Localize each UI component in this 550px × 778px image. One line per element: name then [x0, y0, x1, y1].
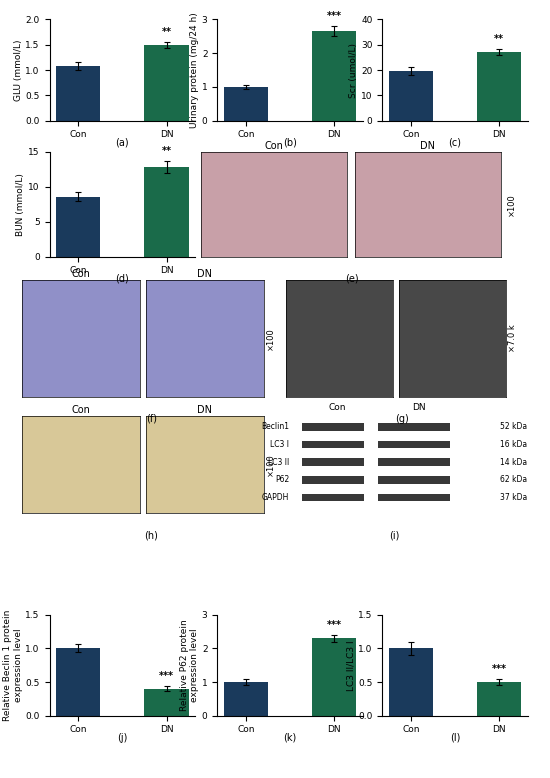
- Bar: [145, 167, 189, 257]
- Text: ×100: ×100: [507, 193, 516, 216]
- Bar: [145, 45, 189, 121]
- FancyBboxPatch shape: [302, 423, 364, 430]
- Text: (l): (l): [450, 733, 460, 743]
- Bar: [389, 72, 433, 121]
- Text: Con: Con: [328, 403, 345, 412]
- Text: (c): (c): [449, 138, 461, 148]
- Title: Con: Con: [330, 269, 349, 279]
- Text: ***: ***: [327, 11, 342, 21]
- Text: 16 kDa: 16 kDa: [500, 440, 527, 449]
- Text: (i): (i): [389, 531, 400, 541]
- FancyBboxPatch shape: [302, 458, 364, 466]
- FancyBboxPatch shape: [378, 494, 450, 501]
- Text: 37 kDa: 37 kDa: [500, 493, 527, 502]
- Bar: [389, 648, 433, 716]
- Text: ***: ***: [492, 664, 507, 675]
- Text: (a): (a): [116, 138, 129, 148]
- Bar: [56, 66, 100, 121]
- FancyBboxPatch shape: [378, 423, 450, 430]
- Bar: [145, 689, 189, 716]
- Text: ***: ***: [327, 620, 342, 630]
- Bar: [477, 682, 521, 716]
- Title: DN: DN: [197, 269, 212, 279]
- Text: (h): (h): [144, 531, 158, 541]
- FancyBboxPatch shape: [302, 494, 364, 501]
- Y-axis label: GLU (mmol/L): GLU (mmol/L): [14, 39, 23, 101]
- Text: ×100: ×100: [266, 327, 275, 350]
- Y-axis label: LC3 II/LC3 I: LC3 II/LC3 I: [346, 640, 355, 691]
- Title: DN: DN: [197, 405, 212, 415]
- Text: ×100: ×100: [266, 454, 275, 476]
- Y-axis label: Relative Beclin 1 protein
expression level: Relative Beclin 1 protein expression lev…: [3, 609, 23, 721]
- Title: DN: DN: [445, 269, 460, 279]
- Text: (g): (g): [395, 414, 408, 424]
- Text: DN: DN: [412, 403, 426, 412]
- Text: GAPDH: GAPDH: [262, 493, 289, 502]
- Text: 52 kDa: 52 kDa: [500, 422, 527, 431]
- Title: Con: Con: [72, 269, 91, 279]
- Text: **: **: [162, 145, 172, 156]
- FancyBboxPatch shape: [378, 441, 450, 448]
- Text: 62 kDa: 62 kDa: [500, 475, 527, 485]
- Title: DN: DN: [420, 141, 435, 151]
- Y-axis label: Urinary protein (mg/24 h): Urinary protein (mg/24 h): [190, 12, 199, 128]
- FancyBboxPatch shape: [378, 458, 450, 466]
- Text: Beclin1: Beclin1: [261, 422, 289, 431]
- Y-axis label: Relative P62 protein
expression level: Relative P62 protein expression level: [180, 619, 199, 711]
- Bar: [224, 682, 268, 716]
- Text: LC3 I: LC3 I: [271, 440, 289, 449]
- Bar: [224, 87, 268, 121]
- Text: (j): (j): [117, 733, 128, 743]
- Text: LC3 II: LC3 II: [268, 457, 289, 467]
- Bar: [312, 31, 356, 121]
- Y-axis label: Scr (umol/L): Scr (umol/L): [349, 43, 358, 97]
- Text: ***: ***: [159, 671, 174, 681]
- Text: (b): (b): [283, 138, 297, 148]
- FancyBboxPatch shape: [378, 476, 450, 484]
- Text: **: **: [162, 26, 172, 37]
- Text: (d): (d): [116, 274, 129, 284]
- FancyBboxPatch shape: [302, 476, 364, 484]
- Text: **: **: [494, 34, 504, 44]
- Bar: [56, 197, 100, 257]
- Text: P62: P62: [275, 475, 289, 485]
- Bar: [312, 638, 356, 716]
- FancyBboxPatch shape: [302, 441, 364, 448]
- Y-axis label: BUN (mmol/L): BUN (mmol/L): [16, 173, 25, 236]
- Text: (k): (k): [283, 733, 297, 743]
- Title: Con: Con: [264, 141, 283, 151]
- Text: 14 kDa: 14 kDa: [500, 457, 527, 467]
- Bar: [56, 648, 100, 716]
- Title: Con: Con: [72, 405, 91, 415]
- Bar: [477, 52, 521, 121]
- Text: (e): (e): [345, 274, 359, 284]
- Text: ×7.0 k: ×7.0 k: [508, 324, 517, 352]
- Text: (f): (f): [146, 414, 157, 424]
